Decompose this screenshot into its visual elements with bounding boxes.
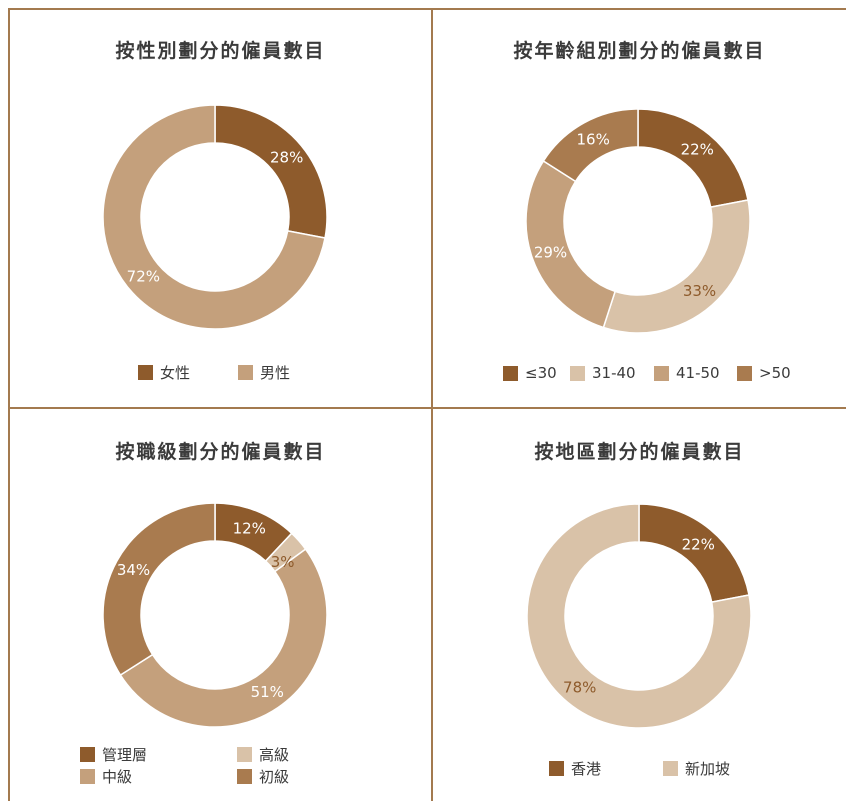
frame-middle-vertical-divider — [431, 8, 433, 801]
frame-top-border — [8, 8, 846, 10]
gender-chart-title: 按性別劃分的僱員數目 — [115, 40, 326, 62]
legend-label: 高級 — [259, 746, 290, 764]
region-donut-chart: 22% 78% — [526, 503, 752, 729]
legend-item-age-41-50: 41-50 — [654, 364, 720, 382]
legend-item-junior: 初級 — [237, 766, 289, 787]
region-chart-panel: 按地區劃分的僱員數目 22% 78% 香港 新加坡 — [433, 409, 846, 801]
donut-slice-2 — [119, 548, 328, 728]
legend-label: 新加坡 — [685, 760, 731, 778]
age-group-chart-panel: 按年齡組別劃分的僱員數目 22% 33% 29% 16% ≤30 31-40 41-5… — [433, 10, 846, 407]
rank-donut-chart: 12% 3% 51% 34% — [102, 502, 328, 728]
legend-swatch — [503, 365, 518, 381]
rank-chart-title: 按職級劃分的僱員數目 — [115, 441, 326, 463]
legend-item-age-over-50: >50 — [737, 364, 791, 382]
donut-slice-label-1: 33% — [683, 282, 716, 300]
donut-slice-0 — [214, 104, 328, 239]
legend-label: 香港 — [571, 760, 602, 778]
rank-chart-panel: 按職級劃分的僱員數目 12% 3% 51% 34% 管理層 高級 中級 初級 — [10, 409, 431, 801]
donut-slice-label-0: 28% — [270, 149, 303, 167]
donut-slice-1 — [102, 104, 326, 330]
legend-item-singapore: 新加坡 — [663, 758, 730, 779]
legend-swatch — [654, 365, 669, 381]
legend-item-age-30-and-below: ≤30 — [503, 364, 557, 382]
legend-label: 女性 — [160, 364, 191, 382]
legend-swatch — [80, 769, 95, 784]
donut-slice-label-1: 78% — [563, 679, 596, 697]
legend-item-male: 男性 — [238, 362, 290, 383]
legend-swatch — [237, 769, 252, 784]
donut-slice-label-0: 22% — [682, 535, 715, 553]
donut-slice-3 — [102, 502, 216, 677]
region-chart-title: 按地區劃分的僱員數目 — [534, 441, 745, 463]
legend-label: ≤30 — [525, 364, 557, 382]
legend-label: 中級 — [102, 768, 133, 786]
age-group-chart-title: 按年齡組別劃分的僱員數目 — [513, 40, 766, 62]
gender-donut-chart: 28% 72% — [102, 104, 328, 330]
legend-label: 男性 — [260, 364, 291, 382]
donut-slice-1 — [526, 503, 752, 729]
legend-swatch — [570, 365, 585, 381]
donut-slice-label-1: 3% — [271, 553, 295, 571]
legend-swatch — [737, 365, 752, 381]
donut-slice-label-0: 22% — [681, 140, 714, 158]
legend-swatch — [549, 761, 564, 776]
legend-item-female: 女性 — [138, 362, 190, 383]
donut-slice-label-3: 16% — [577, 131, 610, 149]
legend-label: 31-40 — [592, 364, 636, 382]
legend-item-middle: 中級 — [80, 766, 132, 787]
legend-label: 初級 — [259, 768, 290, 786]
age-group-donut-chart: 22% 33% 29% 16% — [525, 108, 751, 334]
legend-item-age-31-40: 31-40 — [570, 364, 636, 382]
legend-label: >50 — [759, 364, 791, 382]
donut-slice-label-2: 29% — [534, 244, 567, 262]
legend-swatch — [237, 747, 252, 762]
frame-left-border — [8, 8, 10, 801]
gender-chart-panel: 按性別劃分的僱員數目 28% 72% 女性 男性 — [10, 10, 431, 407]
legend-item-management: 管理層 — [80, 744, 147, 765]
donut-slice-label-3: 34% — [117, 561, 150, 579]
donut-slice-2 — [525, 159, 617, 329]
legend-swatch — [138, 365, 153, 380]
legend-label: 41-50 — [676, 364, 720, 382]
legend-swatch — [663, 761, 678, 776]
legend-item-hong-kong: 香港 — [549, 758, 601, 779]
legend-label: 管理層 — [102, 746, 148, 764]
donut-slice-1 — [602, 199, 751, 334]
donut-slice-label-2: 51% — [251, 683, 284, 701]
legend-swatch — [238, 365, 253, 380]
donut-slice-3 — [542, 108, 639, 183]
frame-middle-horizontal-divider — [8, 407, 846, 409]
legend-swatch — [80, 747, 95, 762]
donut-slice-label-0: 12% — [233, 520, 266, 538]
donut-slice-label-1: 72% — [127, 267, 160, 285]
legend-item-senior: 高級 — [237, 744, 289, 765]
